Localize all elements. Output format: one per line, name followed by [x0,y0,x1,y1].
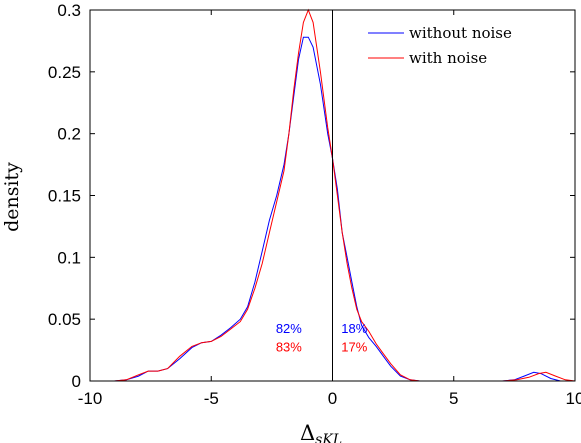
y-tick-label: 0.3 [57,1,81,20]
legend-label-with-noise: with noise [409,49,487,67]
x-tick-label: -5 [204,389,219,408]
percentage-label: 18% [341,321,367,336]
x-tick-label: 5 [449,389,458,408]
percentage-label: 82% [276,321,302,336]
x-axis-ticks: -10 -5 0 5 10 [78,10,581,408]
y-tick-label: 0.2 [57,125,81,144]
x-tick-label: 10 [566,389,581,408]
y-tick-label: 0.15 [48,187,81,206]
x-axis-label-main: Δ [300,421,315,443]
y-tick-label: 0.25 [48,63,81,82]
x-tick-label: -10 [78,389,103,408]
y-tick-label: 0.05 [48,310,81,329]
x-tick-label: 0 [328,389,337,408]
legend-label-without-noise: without noise [409,24,512,42]
y-axis-label: density [1,162,23,232]
y-tick-label: 0.1 [57,248,81,267]
y-tick-label: 0 [72,372,81,391]
y-axis-ticks: 0 0.05 0.1 0.15 0.2 0.25 0.3 [48,1,575,391]
x-axis-label: ΔsKL [300,421,342,443]
percentage-annotations: 82% 18% 83% 17% [276,321,368,355]
legend: without noise with noise [368,24,512,67]
percentage-label: 83% [276,339,302,354]
x-axis-label-subscript: sKL [315,432,342,443]
plot-area: 82% 18% 83% 17% -10 -5 0 5 10 0 0.05 0.1 0.15 0.2 0.… [48,1,581,408]
percentage-label: 17% [341,339,367,354]
